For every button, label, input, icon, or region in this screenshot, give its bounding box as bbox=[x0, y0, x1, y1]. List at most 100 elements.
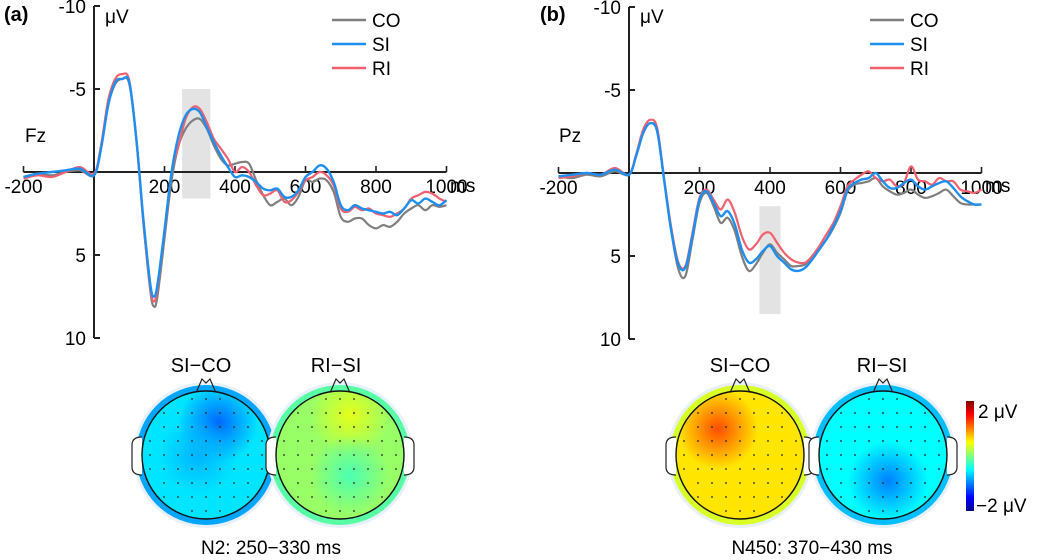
electrode-dot bbox=[311, 440, 313, 442]
electrode-dot bbox=[205, 482, 207, 484]
electrode-dot bbox=[753, 426, 755, 428]
head-outline bbox=[675, 390, 805, 520]
series-line-si-b bbox=[558, 121, 982, 273]
legend-label-co: CO bbox=[372, 11, 401, 32]
colorbar-min-label: −2 μV bbox=[976, 496, 1027, 517]
electrode-label-b: Pz bbox=[559, 126, 581, 147]
electrode-dots bbox=[149, 398, 263, 512]
y-tick-label-a: 5 bbox=[75, 246, 86, 267]
electrode-dot bbox=[826, 454, 828, 456]
x-tick-label-a: 400 bbox=[219, 177, 251, 198]
electrode-dot bbox=[697, 496, 699, 498]
y-unit-label-a: μV bbox=[105, 7, 129, 28]
electrode-dot bbox=[261, 468, 263, 470]
electrode-dot bbox=[311, 496, 313, 498]
electrode-dot bbox=[381, 482, 383, 484]
electrode-dot bbox=[149, 440, 151, 442]
x-tick-label-a: 200 bbox=[149, 177, 181, 198]
electrode-dot bbox=[924, 426, 926, 428]
electrode-dot bbox=[868, 510, 870, 512]
y-tick-label-a: -10 bbox=[59, 0, 86, 18]
electrode-dot bbox=[325, 440, 327, 442]
y-tick-label-a: 10 bbox=[65, 329, 86, 350]
topomap-caption-b: N450: 370−430 ms bbox=[731, 538, 892, 559]
electrode-dot bbox=[353, 454, 355, 456]
head-outline bbox=[818, 390, 948, 520]
electrode-dot bbox=[938, 454, 940, 456]
electrode-dot bbox=[163, 454, 165, 456]
electrode-dot bbox=[739, 454, 741, 456]
electrode-dot bbox=[219, 398, 221, 400]
electrode-dot bbox=[233, 482, 235, 484]
topomap-hotspot bbox=[848, 441, 928, 519]
electrode-dot bbox=[711, 440, 713, 442]
electrode-dot bbox=[233, 496, 235, 498]
electrode-dot bbox=[219, 454, 221, 456]
electrode-dot bbox=[840, 412, 842, 414]
electrode-dot bbox=[767, 426, 769, 428]
electrode-dot bbox=[297, 426, 299, 428]
electrode-dot bbox=[325, 482, 327, 484]
electrode-dot bbox=[896, 482, 898, 484]
electrode-dot bbox=[325, 426, 327, 428]
legend-label-ri: RI bbox=[372, 59, 391, 80]
electrode-dot bbox=[205, 398, 207, 400]
electrode-dot bbox=[896, 496, 898, 498]
electrode-label-a: Fz bbox=[25, 126, 46, 147]
electrode-dot bbox=[826, 468, 828, 470]
electrode-dot bbox=[683, 454, 685, 456]
electrode-dot bbox=[367, 496, 369, 498]
electrode-dot bbox=[311, 482, 313, 484]
electrode-dot bbox=[353, 398, 355, 400]
topomap-4 bbox=[808, 377, 958, 528]
electrode-dot bbox=[191, 440, 193, 442]
electrode-dot bbox=[219, 440, 221, 442]
electrode-dot bbox=[353, 412, 355, 414]
ear-right-icon bbox=[403, 436, 415, 476]
electrode-dot bbox=[781, 482, 783, 484]
electrode-dot bbox=[767, 468, 769, 470]
electrode-dot bbox=[219, 510, 221, 512]
electrode-dot bbox=[725, 482, 727, 484]
electrode-dot bbox=[739, 510, 741, 512]
electrode-dot bbox=[177, 412, 179, 414]
electrode-dot bbox=[739, 468, 741, 470]
electrode-dot bbox=[739, 440, 741, 442]
electrode-dot bbox=[233, 440, 235, 442]
y-tick-label-a: -5 bbox=[69, 80, 86, 101]
electrode-dot bbox=[840, 468, 842, 470]
electrode-dot bbox=[283, 454, 285, 456]
electrode-dot bbox=[367, 412, 369, 414]
electrode-dot bbox=[177, 468, 179, 470]
electrode-dot bbox=[896, 510, 898, 512]
electrode-dot bbox=[261, 454, 263, 456]
electrode-dot bbox=[367, 426, 369, 428]
electrode-dot bbox=[339, 426, 341, 428]
electrode-dot bbox=[725, 426, 727, 428]
electrode-dot bbox=[339, 454, 341, 456]
legend-label-co: CO bbox=[910, 11, 939, 32]
panel-label-b: (b) bbox=[540, 4, 566, 26]
topomap-title-a-2: RI−SI bbox=[311, 355, 362, 377]
electrode-dot bbox=[896, 468, 898, 470]
topomap-1 bbox=[131, 377, 281, 528]
electrode-dot bbox=[711, 496, 713, 498]
electrode-dot bbox=[381, 440, 383, 442]
electrode-dot bbox=[781, 454, 783, 456]
electrode-dot bbox=[395, 468, 397, 470]
electrode-dot bbox=[910, 482, 912, 484]
electrode-dot bbox=[882, 496, 884, 498]
electrode-dot bbox=[767, 482, 769, 484]
topomap-hotspot bbox=[158, 415, 238, 495]
head-outline bbox=[275, 390, 405, 520]
electrode-dot bbox=[205, 496, 207, 498]
electrode-dot bbox=[205, 440, 207, 442]
x-tick-label-a: -200 bbox=[4, 177, 42, 198]
electrode-dot bbox=[325, 398, 327, 400]
electrode-dot bbox=[353, 468, 355, 470]
electrode-dot bbox=[233, 468, 235, 470]
electrode-dot bbox=[840, 440, 842, 442]
electrode-dot bbox=[753, 412, 755, 414]
electrode-dot bbox=[367, 454, 369, 456]
